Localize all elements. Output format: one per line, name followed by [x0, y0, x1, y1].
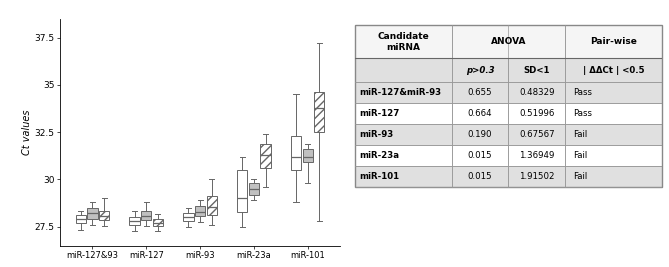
- Bar: [565, 25, 662, 58]
- Bar: [508, 58, 565, 82]
- Bar: [565, 103, 662, 124]
- Text: 0.015: 0.015: [468, 172, 492, 181]
- Text: Candidate
miRNA: Candidate miRNA: [377, 32, 429, 52]
- PathPatch shape: [195, 206, 205, 216]
- Bar: [452, 103, 508, 124]
- Bar: [355, 145, 452, 166]
- Text: ANOVA: ANOVA: [491, 37, 527, 46]
- PathPatch shape: [76, 215, 86, 223]
- Text: 0.664: 0.664: [468, 109, 492, 118]
- Text: 0.655: 0.655: [468, 88, 492, 97]
- PathPatch shape: [141, 211, 151, 220]
- Text: 0.015: 0.015: [468, 151, 492, 160]
- Text: Pair-wise: Pair-wise: [591, 37, 638, 46]
- Bar: [565, 82, 662, 103]
- Bar: [355, 103, 452, 124]
- Text: miR-127: miR-127: [359, 109, 399, 118]
- Text: 0.67567: 0.67567: [519, 130, 555, 139]
- Bar: [452, 58, 508, 82]
- Bar: [565, 58, 662, 82]
- PathPatch shape: [314, 92, 324, 132]
- Bar: [452, 166, 508, 187]
- Bar: [508, 124, 565, 145]
- Bar: [565, 145, 662, 166]
- Bar: [508, 166, 565, 187]
- Text: p>0.3: p>0.3: [466, 66, 494, 75]
- Bar: [355, 166, 452, 187]
- Bar: [355, 25, 452, 58]
- Y-axis label: Ct values: Ct values: [22, 109, 31, 155]
- PathPatch shape: [302, 149, 313, 162]
- Bar: [452, 145, 508, 166]
- PathPatch shape: [207, 197, 217, 215]
- PathPatch shape: [183, 213, 193, 221]
- Bar: [565, 166, 662, 187]
- Bar: [452, 82, 508, 103]
- Text: Fail: Fail: [573, 151, 587, 160]
- PathPatch shape: [249, 183, 259, 195]
- Text: 1.91502: 1.91502: [519, 172, 555, 181]
- Text: | ΔΔCt | <0.5: | ΔΔCt | <0.5: [583, 66, 645, 75]
- PathPatch shape: [130, 217, 140, 225]
- Text: Fail: Fail: [573, 130, 587, 139]
- Bar: [565, 124, 662, 145]
- PathPatch shape: [88, 208, 98, 219]
- Bar: [452, 25, 565, 58]
- Bar: [355, 82, 452, 103]
- Bar: [452, 124, 508, 145]
- Text: miR-93: miR-93: [359, 130, 393, 139]
- Text: miR-127&miR-93: miR-127&miR-93: [359, 88, 442, 97]
- PathPatch shape: [260, 143, 271, 168]
- Bar: [355, 26, 662, 187]
- Bar: [508, 82, 565, 103]
- Bar: [355, 124, 452, 145]
- Bar: [508, 103, 565, 124]
- PathPatch shape: [153, 219, 163, 226]
- Text: Pass: Pass: [573, 88, 592, 97]
- PathPatch shape: [99, 211, 109, 220]
- Text: SD<1: SD<1: [524, 66, 550, 75]
- Text: Fail: Fail: [573, 172, 587, 181]
- Text: 0.51996: 0.51996: [519, 109, 555, 118]
- Text: miR-101: miR-101: [359, 172, 399, 181]
- Bar: [508, 145, 565, 166]
- Bar: [355, 58, 452, 82]
- Text: 0.190: 0.190: [468, 130, 492, 139]
- Text: Pass: Pass: [573, 109, 592, 118]
- PathPatch shape: [291, 136, 301, 170]
- PathPatch shape: [237, 170, 248, 211]
- Text: 1.36949: 1.36949: [519, 151, 555, 160]
- Text: miR-23a: miR-23a: [359, 151, 399, 160]
- Text: 0.48329: 0.48329: [519, 88, 555, 97]
